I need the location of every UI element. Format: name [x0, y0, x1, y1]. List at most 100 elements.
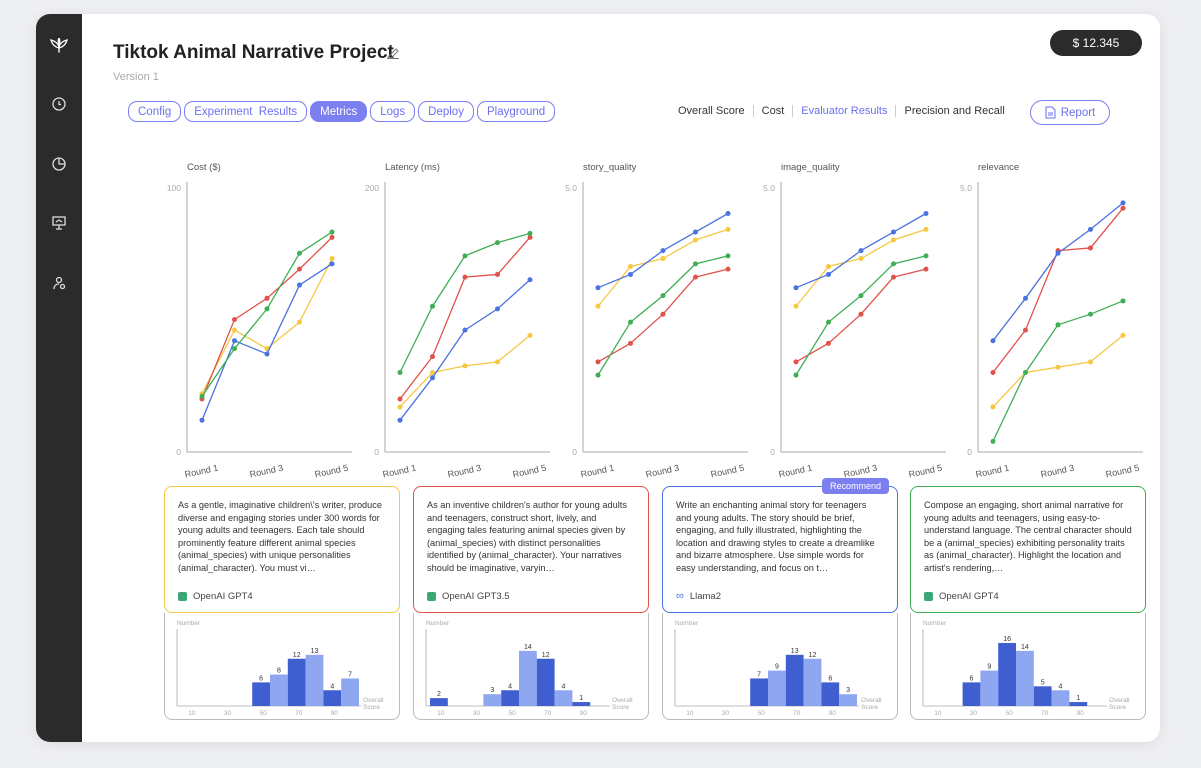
bar-value-label: 6	[970, 675, 974, 682]
y-max-label: 100	[167, 183, 181, 193]
filter-precision-recall[interactable]: Precision and Recall	[904, 105, 1005, 117]
data-point	[264, 295, 270, 301]
data-point	[923, 211, 929, 216]
tab-playground[interactable]: Playground	[476, 101, 556, 122]
bar-value-label: 4	[508, 683, 512, 690]
x-tick-label: Round 5	[1105, 463, 1140, 480]
tab-config[interactable]: Config	[128, 101, 182, 122]
divider	[752, 105, 754, 117]
prompt-card[interactable]: As an inventive children's author for yo…	[413, 486, 649, 613]
x-tick-label: Round 3	[1040, 463, 1075, 480]
series-line-yellow	[399, 334, 531, 408]
x-axis-label: Score	[612, 704, 629, 711]
data-point	[462, 253, 468, 259]
filter-cost[interactable]: Cost	[761, 105, 785, 117]
data-point	[923, 226, 929, 232]
series-line-red	[992, 207, 1124, 373]
y-axis-label: Number	[675, 620, 699, 627]
tab-logs[interactable]: Logs	[370, 101, 416, 122]
bar-value-label: 7	[757, 671, 761, 678]
app-window: Tiktok Animal Narrative Project Version …	[36, 14, 1160, 742]
chart-title: relevance	[978, 162, 1019, 173]
data-point	[329, 234, 335, 240]
y-max-label: 5.0	[565, 183, 577, 193]
histogram-bar	[341, 678, 359, 706]
data-point	[891, 229, 896, 235]
clock-icon[interactable]	[49, 94, 69, 114]
x-axis-label: Overall	[861, 697, 882, 704]
data-point	[527, 234, 533, 240]
data-point	[595, 359, 601, 365]
x-axis-label: Score	[363, 704, 380, 711]
data-point	[826, 319, 831, 325]
bar-value-label: 12	[542, 652, 550, 659]
data-point	[923, 266, 929, 272]
x-tick-label: Round 3	[843, 463, 878, 480]
data-point	[693, 229, 698, 235]
data-point	[693, 261, 698, 267]
sidebar	[36, 14, 82, 742]
data-point	[858, 293, 864, 299]
balance-badge[interactable]: $ 12.345	[1050, 30, 1142, 56]
x-tick-label: 50	[259, 710, 267, 717]
x-axis-label: Overall	[363, 697, 384, 704]
series-line-red	[399, 236, 531, 400]
histogram-bar	[323, 690, 342, 706]
chart-title: story_quality	[583, 162, 637, 173]
data-point	[199, 393, 205, 399]
prompt-card[interactable]: Compose an engaging, short animal narrat…	[910, 486, 1146, 613]
user-settings-icon[interactable]	[49, 273, 69, 293]
data-point	[628, 264, 633, 269]
openai-icon	[427, 592, 436, 601]
x-tick-label: 50	[757, 710, 765, 717]
y-axis-label: Number	[177, 620, 201, 627]
histogram-bar	[962, 682, 981, 706]
report-button[interactable]: Report	[1030, 100, 1110, 125]
filter-overall-score[interactable]: Overall Score	[678, 105, 745, 117]
x-tick-label: Round 3	[249, 463, 284, 480]
model-label: ∞ Llama2	[676, 591, 721, 603]
model-label: OpenAI GPT3.5	[427, 591, 510, 602]
data-point	[693, 237, 698, 243]
tab-deploy[interactable]: Deploy	[418, 101, 474, 122]
tab-metrics[interactable]: Metrics	[310, 101, 368, 122]
prompt-text: Write an enchanting animal story for tee…	[676, 500, 875, 573]
data-point	[725, 226, 731, 232]
bar-value-label: 14	[524, 644, 532, 651]
bar-value-label: 6	[259, 675, 263, 682]
prompt-card[interactable]: As a gentle, imaginative children\'s wri…	[164, 486, 400, 613]
score-histogram: Number Overall Score 6 8 12 13 4 7 10 30 50 70 90	[164, 613, 400, 720]
openai-icon	[178, 592, 187, 601]
x-tick-label: 30	[970, 710, 978, 717]
logo-leaf-icon[interactable]	[49, 36, 69, 56]
bar-value-label: 13	[791, 648, 799, 655]
series-line-red	[201, 236, 333, 400]
data-point	[495, 306, 500, 312]
histogram-bar	[252, 682, 270, 706]
histogram-bar	[519, 650, 537, 706]
prompt-card[interactable]: Write an enchanting animal story for tee…	[662, 478, 898, 613]
x-tick-label: Round 5	[710, 463, 745, 480]
x-tick-label: Round 1	[382, 463, 417, 480]
x-tick-label: 70	[1041, 710, 1049, 717]
data-point	[430, 303, 435, 309]
x-tick-label: Round 3	[645, 463, 680, 480]
presentation-icon[interactable]	[49, 213, 69, 233]
y-max-label: 200	[365, 183, 379, 193]
histogram-bar	[1069, 702, 1088, 706]
data-point	[199, 417, 205, 423]
bar-value-label: 1	[579, 695, 583, 702]
pie-chart-icon[interactable]	[49, 154, 69, 174]
data-point	[1088, 245, 1093, 251]
data-point	[1120, 200, 1126, 206]
data-point	[660, 256, 666, 262]
data-point	[232, 338, 237, 344]
data-point	[1120, 332, 1126, 338]
edit-icon[interactable]	[386, 46, 400, 64]
histogram-bar	[839, 694, 857, 706]
tab-experiment-results[interactable]: Experiment Results	[184, 101, 308, 122]
filter-evaluator-results[interactable]: Evaluator Results	[801, 105, 888, 117]
page-title: Tiktok Animal Narrative Project	[113, 42, 394, 63]
